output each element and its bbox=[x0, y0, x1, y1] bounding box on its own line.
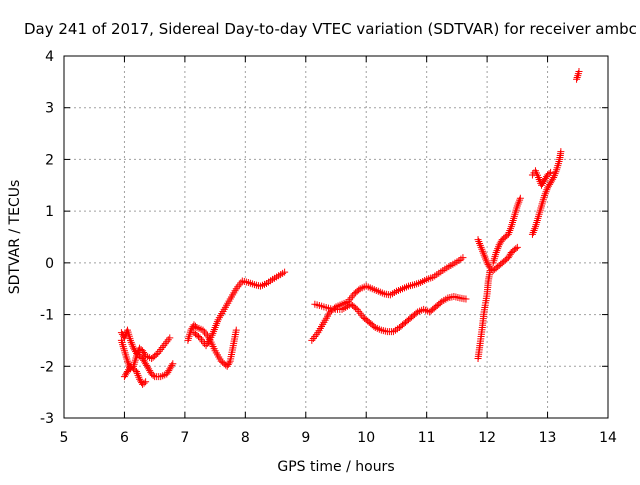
data-point bbox=[142, 378, 150, 386]
data-point bbox=[355, 286, 363, 294]
y-tick-label: 2 bbox=[45, 152, 54, 168]
y-tick-label: -1 bbox=[40, 308, 54, 324]
series-segment-2b bbox=[190, 268, 289, 350]
data-point bbox=[436, 299, 444, 307]
data-point bbox=[352, 304, 360, 312]
series-segment-4b bbox=[474, 236, 521, 275]
data-point bbox=[545, 170, 553, 178]
data-point bbox=[308, 336, 316, 344]
data-point bbox=[412, 309, 420, 317]
data-point bbox=[512, 245, 520, 253]
data-point bbox=[343, 302, 351, 310]
x-tick-label: 5 bbox=[60, 430, 69, 446]
data-point bbox=[160, 342, 168, 350]
data-point bbox=[191, 322, 199, 330]
data-point bbox=[168, 361, 176, 369]
data-point bbox=[235, 281, 243, 289]
data-point bbox=[202, 330, 210, 338]
data-point bbox=[358, 311, 366, 319]
data-point bbox=[573, 73, 581, 81]
x-tick-label: 11 bbox=[418, 430, 436, 446]
y-axis-label: SDTVAR / TECUs bbox=[7, 180, 23, 295]
series-segment-2a bbox=[184, 321, 240, 370]
data-point bbox=[158, 344, 166, 352]
x-tick-label: 13 bbox=[539, 430, 557, 446]
x-tick-label: 14 bbox=[599, 430, 617, 446]
y-tick-label: 3 bbox=[45, 101, 54, 117]
x-tick-label: 7 bbox=[180, 430, 189, 446]
chart-title: Day 241 of 2017, Sidereal Day-to-day VTE… bbox=[24, 20, 637, 38]
data-point bbox=[462, 295, 470, 303]
series-segment-5b bbox=[528, 167, 555, 189]
series-segment-3b bbox=[311, 292, 470, 336]
data-point bbox=[311, 333, 319, 341]
data-point bbox=[149, 371, 157, 379]
data-point bbox=[161, 340, 169, 348]
data-point bbox=[232, 326, 240, 334]
series-segment-1b bbox=[117, 326, 177, 381]
data-point bbox=[152, 351, 160, 359]
data-point bbox=[330, 304, 338, 312]
data-point bbox=[309, 334, 317, 342]
y-tick-label: -3 bbox=[40, 411, 54, 427]
series-segment-5a bbox=[528, 148, 565, 238]
plot-frame bbox=[63, 55, 609, 419]
y-tick-label: -2 bbox=[40, 359, 54, 375]
y-tick-label: 1 bbox=[45, 204, 54, 220]
x-tick-label: 9 bbox=[301, 430, 310, 446]
data-point bbox=[338, 305, 346, 313]
data-point bbox=[342, 303, 350, 311]
data-point bbox=[347, 294, 355, 302]
data-point bbox=[169, 360, 177, 368]
y-tick-label: 4 bbox=[45, 49, 54, 65]
data-point bbox=[573, 75, 581, 83]
x-tick-label: 10 bbox=[357, 430, 375, 446]
data-point bbox=[575, 68, 583, 76]
data-point bbox=[237, 279, 245, 287]
data-point bbox=[225, 359, 233, 367]
grid bbox=[64, 56, 608, 418]
data-point bbox=[164, 336, 172, 344]
data-point bbox=[355, 307, 363, 315]
series-segment-4a bbox=[474, 267, 494, 363]
x-tick-label: 8 bbox=[241, 430, 250, 446]
x-tick-label: 12 bbox=[478, 430, 496, 446]
data-point bbox=[349, 292, 357, 300]
data-point bbox=[459, 254, 467, 262]
data-point bbox=[356, 309, 364, 317]
x-axis-label: GPS time / hours bbox=[277, 459, 394, 475]
data-point bbox=[370, 322, 378, 330]
data-point bbox=[281, 268, 289, 276]
data-point bbox=[340, 304, 348, 312]
data-points bbox=[117, 68, 583, 388]
x-tick-label: 6 bbox=[120, 430, 129, 446]
series-segment-4c bbox=[489, 194, 524, 267]
data-point bbox=[140, 379, 148, 387]
data-point bbox=[549, 175, 557, 183]
data-point bbox=[516, 194, 524, 202]
data-point bbox=[155, 347, 163, 355]
y-tick-label: 0 bbox=[45, 256, 54, 272]
series-segment-1c bbox=[120, 362, 150, 388]
data-point bbox=[157, 345, 165, 353]
data-point bbox=[547, 168, 555, 176]
data-point bbox=[557, 148, 565, 156]
data-point bbox=[166, 334, 174, 342]
data-point bbox=[194, 333, 202, 341]
series-segment-6 bbox=[573, 68, 583, 83]
data-point bbox=[198, 336, 206, 344]
data-point bbox=[513, 243, 521, 251]
data-point bbox=[163, 338, 171, 346]
